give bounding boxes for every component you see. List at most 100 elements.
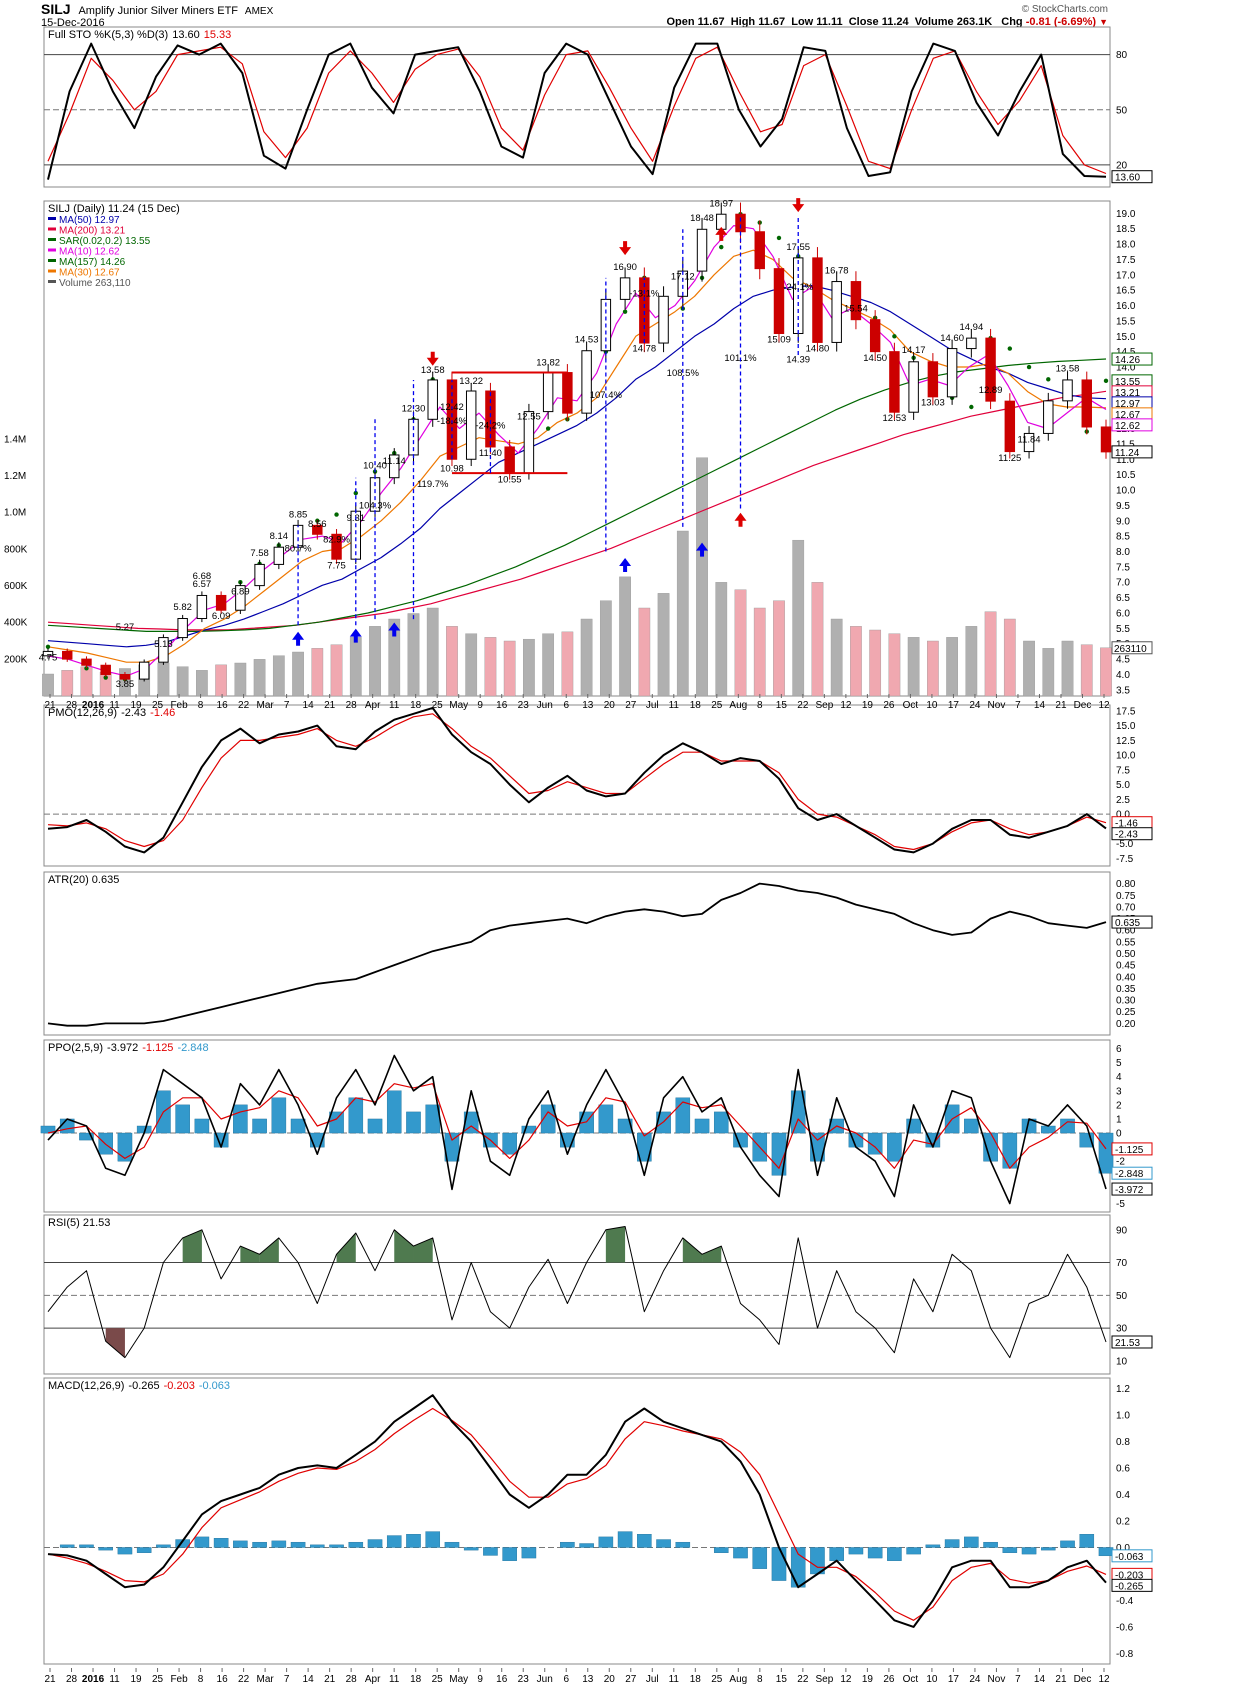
volume-bar: [234, 662, 247, 697]
x-axis-top-label: Dec: [1074, 700, 1092, 711]
ppo-histogram-bar: [463, 1111, 479, 1134]
price-annotation: 10.55: [498, 474, 522, 485]
price-annotation: 13.22: [459, 376, 483, 387]
candle-body: [773, 268, 785, 335]
volume-bar: [523, 638, 535, 697]
macd-last-value-label: -0.063: [1115, 1552, 1144, 1563]
sar-dot: [1103, 378, 1109, 384]
ppo-tick-label: 1: [1116, 1114, 1122, 1125]
macd-histogram-bar: [271, 1540, 287, 1548]
percent-annotation: -13.1%: [629, 288, 660, 299]
price-tick-label: 11.5: [1116, 439, 1135, 450]
candle-body: [100, 664, 111, 675]
price-tick-label: 4.5: [1116, 655, 1130, 666]
rsi-tick-label: 10: [1116, 1356, 1128, 1367]
x-axis-bottom-label: 19: [862, 1674, 874, 1685]
x-axis-bottom-label: 11: [389, 1674, 400, 1685]
macd-title-value: -0.063: [199, 1380, 230, 1392]
volume-last-value-box: [1111, 641, 1153, 655]
candle-body: [1043, 400, 1054, 434]
price-tick-label: 5.5: [1116, 624, 1130, 635]
candle-body: [138, 661, 150, 680]
macd-histogram-bar: [252, 1541, 267, 1548]
x-axis-bottom-label: 2016: [82, 1674, 105, 1685]
macd-histogram-bar: [867, 1547, 883, 1559]
rsi-last-value-label: 21.53: [1115, 1338, 1140, 1349]
macd-histogram-bar: [675, 1541, 691, 1548]
macd-histogram-bar: [444, 1541, 460, 1548]
x-axis-bottom-label: Feb: [170, 1674, 188, 1685]
ppo-histogram-bar: [175, 1104, 190, 1134]
price-tick-label: 6.0: [1116, 608, 1130, 619]
pmo-series-pmo: [47, 706, 1107, 854]
sar-dot: [892, 334, 897, 339]
sto-title-value: 13.60: [172, 29, 200, 41]
volume-bar: [330, 644, 343, 697]
macd-last-value-box: [1111, 1578, 1153, 1592]
volume-tick-label: 800K: [4, 544, 28, 555]
macd-title-value: -0.203: [164, 1380, 195, 1392]
volume-bar: [696, 457, 708, 697]
macd-histogram-bar: [386, 1535, 402, 1548]
price-tick-label: 6.5: [1116, 593, 1130, 604]
ppo-title-value: -3.972: [107, 1042, 138, 1054]
macd-tick-label: 0.2: [1116, 1517, 1130, 1528]
candle-body: [1081, 379, 1092, 428]
ppo-series-signal: [47, 1083, 1107, 1169]
price-annotation: 17.12: [671, 271, 695, 282]
price-last-value-label: 13.21: [1115, 388, 1140, 399]
x-axis-bottom-label: Aug: [729, 1674, 747, 1685]
macd-histogram-bar: [598, 1536, 614, 1548]
candle-body: [1062, 379, 1073, 402]
x-axis-top-label: 11: [669, 700, 680, 711]
x-axis-bottom-label: Oct: [903, 1674, 919, 1685]
ppo-histogram-bar: [406, 1111, 421, 1134]
macd-histogram-bar: [1060, 1540, 1075, 1548]
macd-histogram-bar: [887, 1547, 902, 1561]
ppo-histogram-bar: [117, 1132, 133, 1162]
macd-histogram-bar: [579, 1543, 594, 1548]
price-annotation: 11.84: [1018, 434, 1041, 445]
blue-up-arrow-icon: [292, 631, 305, 646]
macd-histogram-bar: [59, 1544, 75, 1548]
x-axis-bottom-label: 7: [1015, 1674, 1021, 1685]
ppo-histogram-bar: [1098, 1132, 1114, 1174]
legend-swatch: [48, 280, 56, 283]
ppo-histogram-bar: [194, 1118, 210, 1134]
x-axis-top-label: 7: [284, 700, 290, 711]
rsi-tick-label: 90: [1116, 1225, 1128, 1236]
candle-body: [1023, 432, 1035, 453]
volume-tick-label: 1.4M: [4, 434, 26, 445]
ppo-histogram-bar: [675, 1097, 691, 1134]
macd-histogram-bar: [637, 1534, 652, 1548]
ppo-histogram-bar: [617, 1118, 633, 1134]
pmo-panel-title: PMO(12,26,9) -2.43 -1.46: [48, 707, 175, 719]
x-axis-top-label: May: [449, 700, 468, 711]
macd-histogram-bar: [213, 1538, 229, 1548]
sar-dot: [719, 244, 724, 250]
volume-bar: [1080, 644, 1093, 697]
ppo-histogram-bar: [271, 1097, 287, 1134]
candle-body: [389, 454, 400, 479]
pmo-title-value: -1.46: [150, 707, 175, 719]
volume-bar: [888, 633, 901, 697]
price-annotation: 5.82: [173, 602, 192, 613]
x-axis-top-label: 19: [862, 700, 874, 711]
macd-histogram-bar: [348, 1541, 364, 1548]
macd-histogram-bar: [656, 1539, 671, 1548]
x-axis-top-label: 19: [130, 700, 142, 711]
candle-body: [254, 563, 265, 587]
price-annotation: 6.89: [231, 587, 250, 598]
price-annotation: 14.17: [902, 345, 926, 356]
price-annotation: 8.85: [289, 510, 308, 521]
x-axis-bottom-label: 23: [518, 1674, 530, 1685]
rsi-last-value-box: [1111, 1335, 1153, 1349]
price-annotation: 12.89: [979, 385, 1003, 396]
x-axis-top-label: 9: [477, 700, 483, 711]
sar-dot: [1007, 346, 1013, 351]
x-axis-bottom-label: 11: [669, 1674, 680, 1685]
ma50-line: [47, 284, 1107, 648]
price-annotation: 8.14: [270, 531, 289, 542]
x-axis-top-label: 25: [432, 700, 444, 711]
